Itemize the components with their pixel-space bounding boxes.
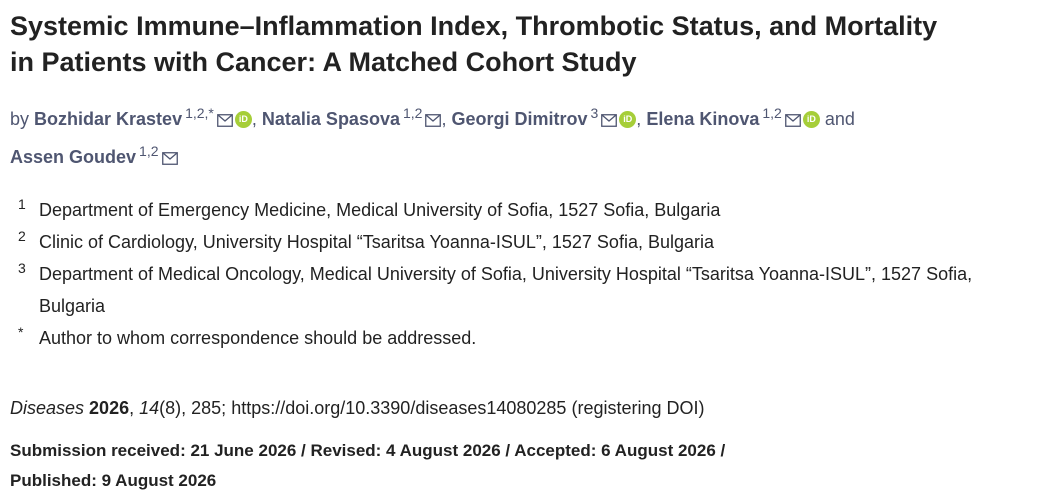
citation-year: 2026 xyxy=(89,398,130,418)
affiliation-text: Department of Emergency Medicine, Medica… xyxy=(39,200,721,220)
author-affiliation-sup: 1,2 xyxy=(762,105,782,121)
author-affiliation-sup: 3 xyxy=(590,105,599,121)
affiliation-number: 2 xyxy=(18,228,26,244)
author-affiliation-sup: 1,2,* xyxy=(185,105,214,121)
orcid-icon[interactable]: iD xyxy=(619,111,637,128)
author-name[interactable]: Natalia Spasova xyxy=(261,109,400,129)
article-title: Systemic Immune–Inflammation Index, Thro… xyxy=(10,8,1038,80)
citation-issue: (8), 285; xyxy=(159,398,232,418)
mail-icon[interactable] xyxy=(601,106,618,136)
affiliation-3: 3 Department of Medical Oncology, Medica… xyxy=(10,258,1038,322)
affiliation-text: Clinic of Cardiology, University Hospita… xyxy=(39,232,714,252)
mail-icon[interactable] xyxy=(161,144,178,174)
dates-line-1: Submission received: 21 June 2026 / Revi… xyxy=(10,441,726,460)
dates-line-2: Published: 9 August 2026 xyxy=(10,471,217,490)
orcid-icon[interactable]: iD xyxy=(802,111,820,128)
doi-note: (registering DOI) xyxy=(566,398,705,418)
title-line-2: in Patients with Cancer: A Matched Cohor… xyxy=(10,47,637,77)
affiliation-correspondence: * Author to whom correspondence should b… xyxy=(10,322,1038,354)
affiliation-1: 1 Department of Emergency Medicine, Medi… xyxy=(10,194,1038,226)
affiliation-number: * xyxy=(18,324,24,340)
mail-icon[interactable] xyxy=(216,106,233,136)
mail-icon[interactable] xyxy=(784,106,801,136)
author-name[interactable]: Assen Goudev xyxy=(10,147,137,167)
author-name[interactable]: Bozhidar Krastev xyxy=(34,109,183,129)
orcid-icon[interactable]: iD xyxy=(234,111,252,128)
by-label: by xyxy=(10,109,30,129)
doi-link[interactable]: https://doi.org/10.3390/diseases14080285 xyxy=(231,398,567,418)
mail-icon[interactable] xyxy=(425,106,442,136)
author-list: by Bozhidar Krastev 1,2,* iD, Natalia Spas… xyxy=(10,98,1038,174)
citation-line: Diseases 2026, 14(8), 285; https://doi.o… xyxy=(10,398,705,418)
author-name[interactable]: Elena Kinova xyxy=(646,109,760,129)
title-line-1: Systemic Immune–Inflammation Index, Thro… xyxy=(10,11,938,41)
author-affiliation-sup: 1,2 xyxy=(139,143,159,159)
affiliation-text: Department of Medical Oncology, Medical … xyxy=(39,264,973,316)
affiliation-number: 3 xyxy=(18,260,26,276)
author-name[interactable]: Georgi Dimitrov xyxy=(451,109,588,129)
journal-name: Diseases xyxy=(10,398,85,418)
publication-dates: Submission received: 21 June 2026 / Revi… xyxy=(10,436,1038,496)
and-label: and xyxy=(819,109,855,129)
affiliation-list: 1 Department of Emergency Medicine, Medi… xyxy=(10,194,1038,354)
affiliation-2: 2 Clinic of Cardiology, University Hospi… xyxy=(10,226,1038,258)
affiliation-number: 1 xyxy=(18,196,26,212)
author-affiliation-sup: 1,2 xyxy=(402,105,423,121)
affiliation-text: Author to whom correspondence should be … xyxy=(39,328,477,348)
citation-volume: 14 xyxy=(139,398,160,418)
